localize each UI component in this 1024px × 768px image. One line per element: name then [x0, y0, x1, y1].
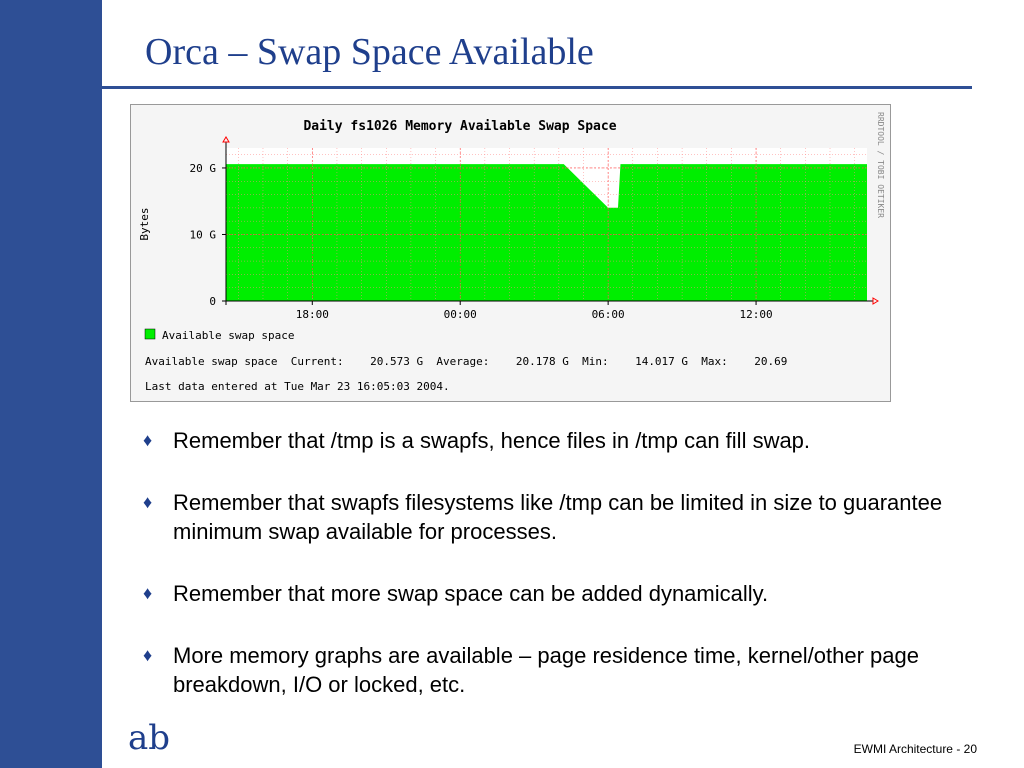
left-accent-band — [0, 0, 102, 768]
legend-label: Available swap space — [162, 329, 294, 342]
bullet-item: ♦ Remember that more swap space can be ad… — [143, 579, 963, 608]
x-tick-label: 18:00 — [296, 308, 329, 321]
diamond-bullet-icon: ♦ — [143, 583, 153, 603]
diamond-bullet-icon: ♦ — [143, 430, 153, 450]
y-axis-arrow-icon — [222, 136, 230, 143]
title-rule — [35, 86, 972, 89]
bullet-list: ♦ Remember that /tmp is a swapfs, hence f… — [143, 426, 963, 732]
chart-side-label: RRDTOOL / TOBI OETIKER — [876, 112, 885, 218]
chart-last-update: Last data entered at Tue Mar 23 16:05:03… — [145, 380, 450, 393]
x-axis-arrow-icon — [872, 297, 879, 305]
swap-area-series — [226, 164, 867, 301]
swap-space-chart: Daily fs1026 Memory Available Swap Space… — [130, 104, 891, 402]
x-tick-label: 00:00 — [444, 308, 477, 321]
bullet-text: More memory graphs are available – page … — [173, 643, 919, 697]
y-tick-label: 10 G — [190, 228, 217, 241]
bullet-item: ♦ Remember that swapfs filesystems like /… — [143, 488, 963, 546]
slide-title: Orca – Swap Space Available — [145, 31, 594, 73]
bullet-text: Remember that swapfs filesystems like /t… — [173, 490, 943, 544]
chart-title: Daily fs1026 Memory Available Swap Space — [303, 119, 616, 134]
y-tick-label: 0 — [209, 295, 216, 308]
diamond-bullet-icon: ♦ — [143, 645, 153, 665]
slide-footer: EWMI Architecture - 20 — [853, 742, 977, 756]
bullet-item: ♦ More memory graphs are available – page… — [143, 641, 963, 699]
x-tick-label: 06:00 — [592, 308, 625, 321]
bullet-text: Remember that more swap space can be add… — [173, 581, 769, 606]
ab-logo: ab — [128, 718, 171, 758]
bullet-text: Remember that /tmp is a swapfs, hence fi… — [173, 428, 811, 453]
diamond-bullet-icon: ♦ — [143, 492, 153, 512]
y-tick-label: 20 G — [190, 162, 217, 175]
legend-swatch — [144, 328, 156, 340]
x-tick-label: 12:00 — [739, 308, 772, 321]
chart-stats-line: Available swap space Current: 20.573 G A… — [145, 355, 787, 368]
chart-y-label: Bytes — [138, 207, 151, 240]
bullet-item: ♦ Remember that /tmp is a swapfs, hence f… — [143, 426, 963, 455]
